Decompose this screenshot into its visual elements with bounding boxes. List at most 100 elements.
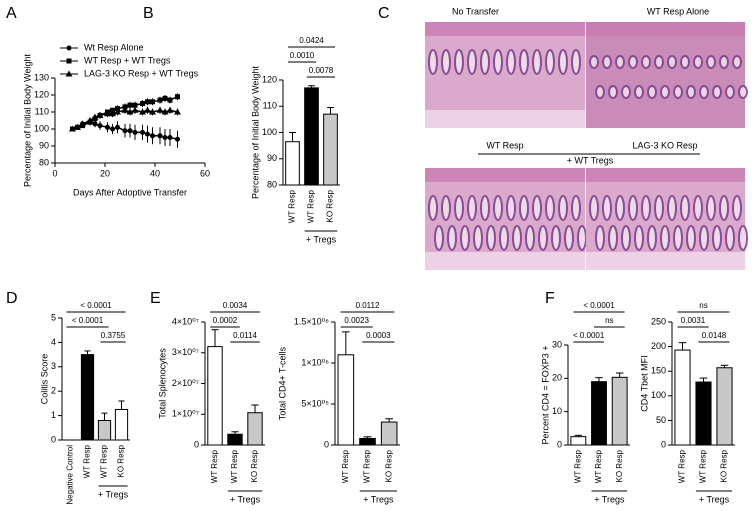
gland (719, 195, 729, 221)
y-tick-label: 3 (51, 361, 56, 371)
y-tick-label: 0 (661, 439, 666, 449)
marker (150, 99, 155, 105)
marker (140, 129, 145, 135)
y-tick-label: 0 (194, 439, 199, 449)
gland (706, 55, 716, 69)
legend-label: LAG-3 KO Resp + WT Tregs (84, 68, 199, 78)
x-axis-label: Days After Adoptive Transfer (73, 187, 187, 197)
y-tick-label: 100 (651, 390, 666, 400)
image-title: No Transfer (452, 6, 499, 16)
y-tick-label: 250 (651, 316, 666, 326)
bar (674, 349, 691, 446)
marker (74, 123, 81, 130)
gland (480, 195, 490, 221)
panel-label: E (150, 290, 161, 307)
category-label: WT Resp (288, 189, 297, 223)
marker (97, 123, 103, 129)
comparison-label: 0.0031 (681, 316, 706, 325)
marker (149, 108, 156, 115)
category-label: WT Resp (307, 189, 316, 223)
y-axis-label: Percentage of Initial Body Weight (22, 54, 32, 187)
group-label: + Tregs (363, 494, 394, 504)
gland (525, 225, 535, 251)
y-tick-label: 4 (51, 337, 56, 347)
gland (660, 85, 670, 99)
marker (140, 101, 145, 106)
y-axis-label: Total Splenocytes (157, 348, 167, 419)
gland (480, 49, 490, 75)
gland (641, 195, 651, 221)
category-label: WT Resp (210, 449, 219, 483)
y-tick-label: 80 (39, 157, 49, 167)
gland (686, 85, 696, 99)
gland (628, 55, 638, 69)
y-tick-label: 90 (39, 140, 49, 150)
bar (207, 346, 223, 446)
comparison-label: < 0.0001 (72, 316, 104, 325)
gland (506, 49, 516, 75)
y-tick-label: 120 (34, 89, 49, 99)
marker (91, 113, 99, 120)
marker (144, 106, 151, 113)
marker (175, 136, 180, 142)
y-tick-label: 200 (651, 341, 666, 351)
bar (359, 437, 376, 446)
y-tick-label: 120 (262, 74, 277, 84)
comparison-label: 0.0034 (223, 301, 248, 310)
gland (538, 225, 548, 251)
bar (695, 381, 712, 446)
bar (227, 433, 243, 446)
gland (647, 85, 657, 99)
gland (493, 195, 503, 221)
gland (712, 225, 722, 251)
category-label: KO Resp (326, 189, 335, 222)
marker (69, 125, 76, 132)
bar (247, 412, 263, 446)
marker (174, 108, 181, 115)
bar (570, 436, 587, 446)
gland (589, 55, 599, 69)
category-label: WT Resp (230, 449, 239, 483)
marker (110, 126, 115, 132)
gland (680, 195, 690, 221)
category-label: WT Resp (83, 444, 92, 478)
marker (166, 106, 174, 113)
marker (104, 110, 111, 117)
group-label: + Tregs (306, 234, 337, 244)
gland (595, 85, 605, 99)
gland (732, 195, 742, 221)
panel-label: C (378, 5, 390, 22)
marker (127, 102, 133, 108)
category-label: KO Resp (117, 444, 126, 477)
comparison-label: 0.0078 (309, 66, 334, 75)
panel-label: D (6, 290, 18, 307)
category-label: WT Resp (594, 449, 603, 483)
gland (693, 195, 703, 221)
epithelium (425, 168, 585, 182)
bar (80, 354, 95, 441)
gland (628, 195, 638, 221)
gland (615, 55, 625, 69)
y-tick-label: 2×10⁰⁷ (172, 378, 199, 388)
gland (699, 85, 709, 99)
marker (92, 121, 98, 127)
gland (634, 225, 644, 251)
gland (654, 195, 664, 221)
marker (66, 58, 72, 64)
marker (157, 133, 163, 139)
y-tick-label: 1×10⁰⁷ (172, 409, 199, 419)
gland (532, 195, 542, 221)
marker (126, 108, 134, 115)
gland (719, 55, 729, 69)
marker (150, 133, 155, 139)
gland (680, 55, 690, 69)
marker (167, 97, 173, 103)
category-label: KO Resp (384, 449, 393, 482)
gland (486, 225, 496, 251)
gland (558, 49, 568, 75)
gland (667, 55, 677, 69)
comparison-label: 0.0003 (366, 331, 391, 340)
marker (132, 102, 138, 108)
marker (96, 111, 104, 118)
y-tick-label: 4×10⁰⁷ (172, 316, 199, 326)
